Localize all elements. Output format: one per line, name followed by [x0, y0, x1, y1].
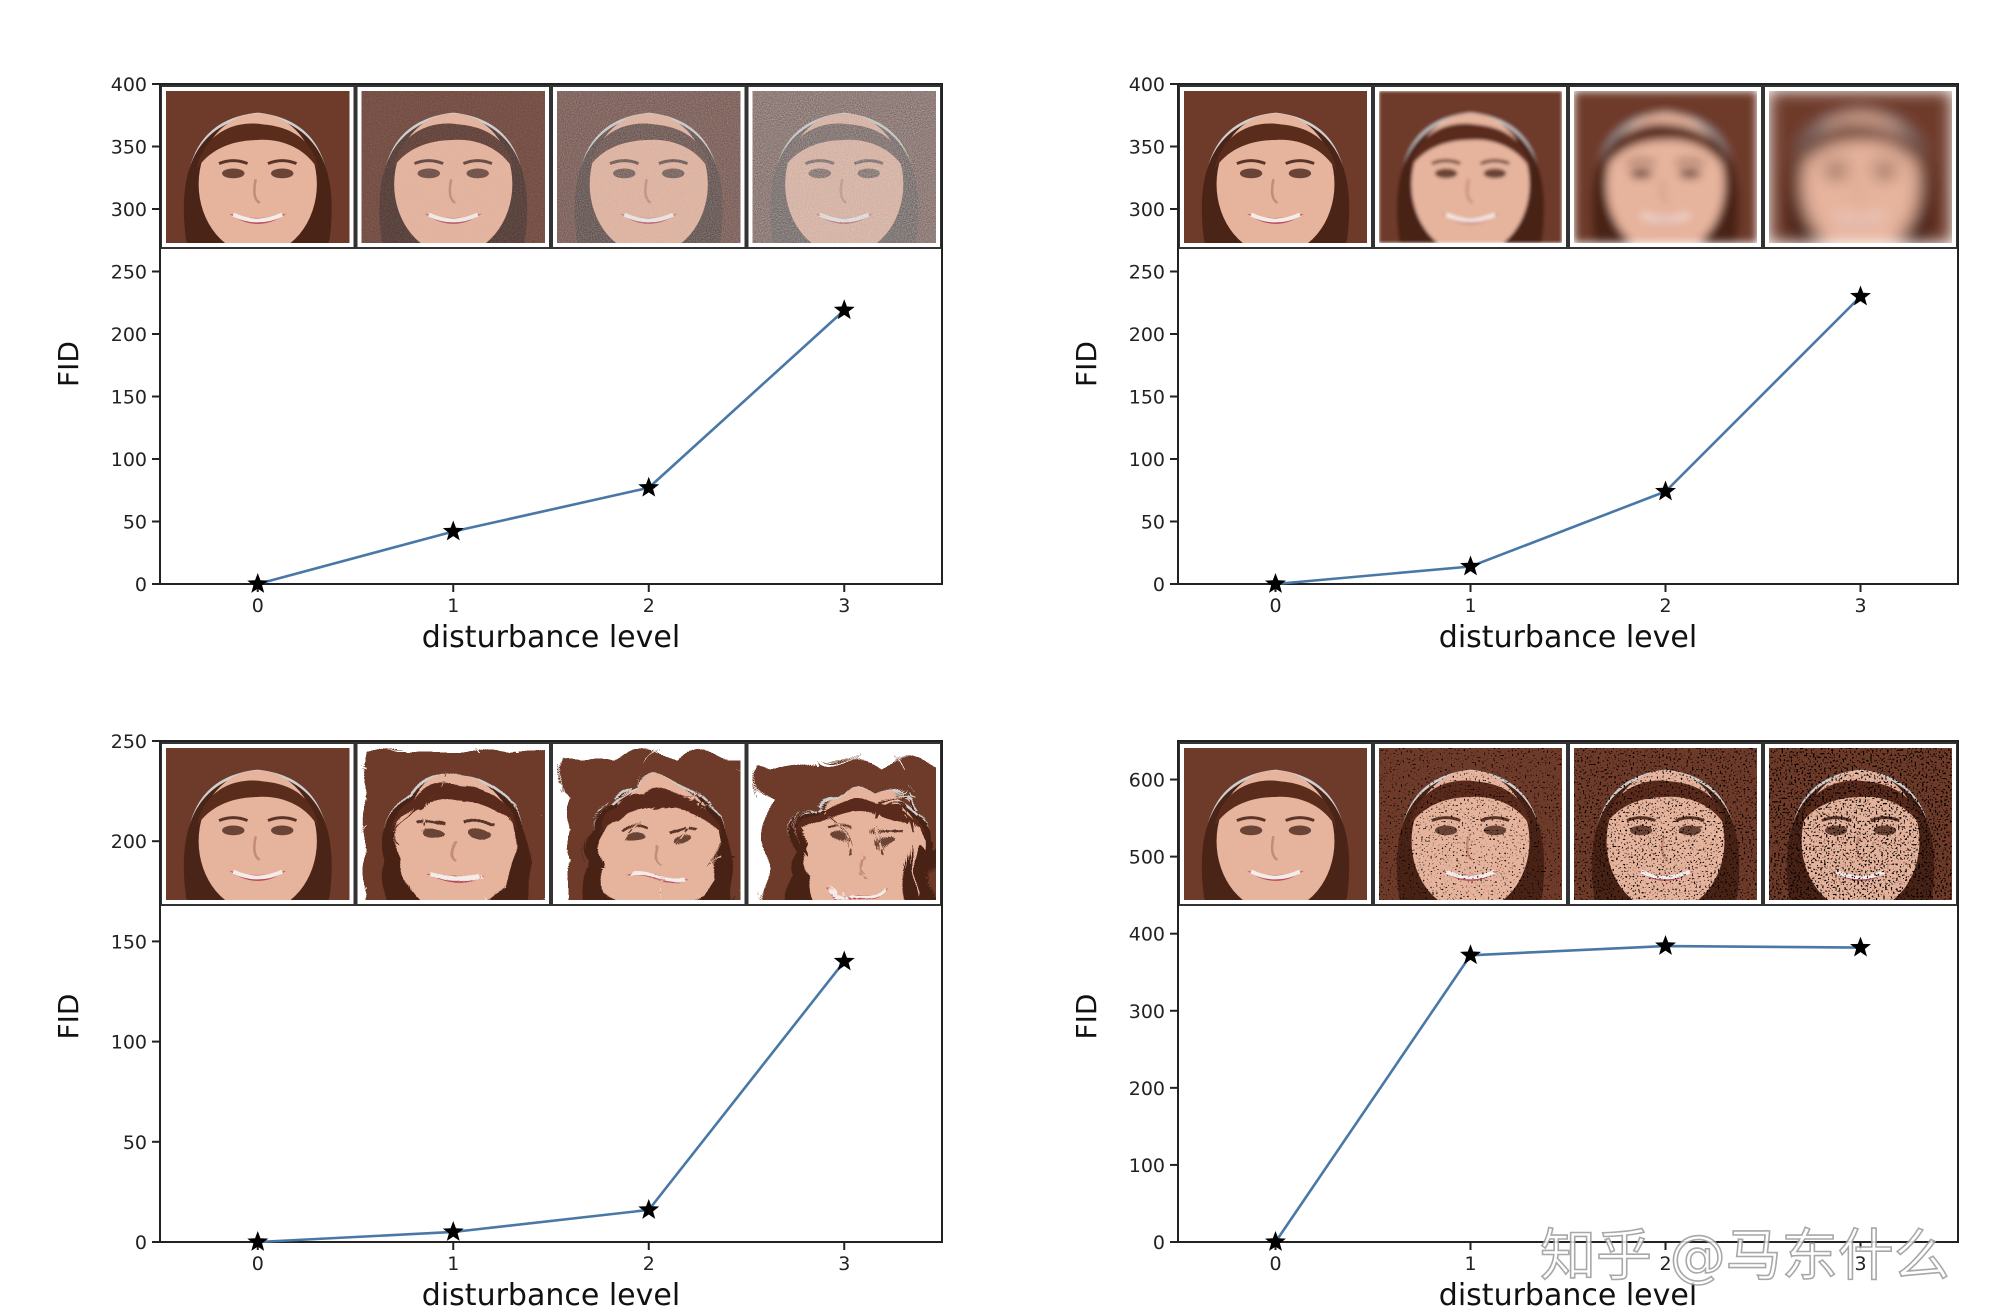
- star-marker: [247, 1231, 269, 1251]
- x-tick-label: 2: [1659, 1253, 1671, 1275]
- y-tick-label: 250: [111, 262, 147, 284]
- y-tick-label: 500: [1129, 847, 1165, 869]
- y-tick-label: 0: [135, 1232, 147, 1254]
- x-axis-label: disturbance level: [422, 1278, 680, 1313]
- x-tick-label: 2: [643, 595, 655, 617]
- star-marker: [1655, 935, 1676, 955]
- x-tick-label: 0: [1269, 595, 1281, 617]
- y-tick-label: 200: [111, 831, 147, 853]
- thumbnail-level-1: [355, 85, 551, 249]
- y-tick-label: 250: [111, 731, 147, 753]
- star-marker: [247, 573, 269, 593]
- star-marker: [1460, 555, 1481, 576]
- x-tick-label: 0: [252, 1253, 264, 1275]
- y-tick-label: 200: [1129, 1078, 1165, 1100]
- y-axis-label: FID: [52, 341, 85, 387]
- thumbnail-level-0: [160, 742, 356, 906]
- y-tick-label: 600: [1129, 770, 1165, 792]
- x-tick-label: 1: [447, 595, 459, 617]
- star-marker: [442, 1220, 464, 1241]
- series-line: [1274, 944, 1861, 1243]
- thumbnail-level-3: [1763, 85, 1958, 249]
- y-axis-label: FID: [1070, 994, 1103, 1040]
- x-tick-label: 1: [1464, 1253, 1476, 1275]
- star-marker: [1655, 480, 1676, 501]
- y-tick-label: 150: [111, 387, 147, 409]
- y-tick-label: 400: [111, 74, 147, 96]
- chart-panel-3: 0 50 100 150 200 250 0 1 2 3 disturbance level FID: [52, 731, 943, 1313]
- y-tick-label: 350: [1129, 137, 1165, 159]
- y-tick-label: 0: [1153, 1232, 1165, 1254]
- y-tick-label: 100: [1129, 449, 1165, 471]
- y-tick-label: 50: [1141, 512, 1165, 534]
- chart-panel-4: 0 100 200 300 400 500 600 0 1 2 3 disturbance level…: [1070, 740, 1959, 1313]
- x-tick-label: 2: [643, 1253, 655, 1275]
- star-marker: [833, 299, 855, 320]
- star-marker: [1265, 1231, 1286, 1251]
- y-tick-label: 0: [1153, 574, 1165, 596]
- x-axis-label: disturbance level: [422, 620, 680, 655]
- thumbnail-level-1: [1373, 85, 1568, 249]
- thumbnail-level-3: [1763, 742, 1958, 906]
- thumbnail-level-0: [1178, 85, 1373, 249]
- y-tick-label: 100: [111, 449, 147, 471]
- thumbnail-level-2: [1568, 85, 1763, 249]
- thumbnail-level-2: [1568, 742, 1763, 906]
- y-tick-label: 250: [1129, 262, 1165, 284]
- x-axis-label: disturbance level: [1439, 1278, 1697, 1313]
- thumbnail-level-0: [1178, 742, 1373, 906]
- star-marker: [1850, 936, 1871, 957]
- thumbnail-level-2: [551, 742, 747, 906]
- series-line: [257, 960, 846, 1244]
- star-marker: [442, 520, 464, 541]
- y-tick-label: 300: [1129, 1001, 1165, 1023]
- series-line: [1275, 295, 1862, 586]
- y-axis-label: FID: [1070, 341, 1103, 387]
- thumbnail-level-3: [746, 742, 942, 906]
- y-tick-label: 300: [1129, 199, 1165, 221]
- x-tick-label: 0: [252, 595, 264, 617]
- star-marker: [1460, 944, 1481, 965]
- thumbnail-level-1: [1373, 742, 1568, 906]
- thumbnail-level-3: [746, 85, 942, 249]
- axes-frame: [159, 740, 943, 1243]
- y-tick-label: 0: [135, 574, 147, 596]
- y-axis-label: FID: [52, 994, 85, 1040]
- thumbnail-level-0: [160, 85, 356, 249]
- chart-panel-1: 0 50 100 150 200 250 300 350 400 0 1 2 3 disturbance …: [52, 74, 943, 655]
- y-tick-label: 200: [111, 324, 147, 346]
- star-marker: [638, 1198, 660, 1219]
- series-line: [257, 309, 846, 586]
- x-tick-label: 3: [1854, 595, 1866, 617]
- y-tick-label: 100: [111, 1032, 147, 1054]
- y-tick-label: 150: [1129, 387, 1165, 409]
- star-marker: [1265, 573, 1286, 593]
- x-tick-label: 1: [1464, 595, 1476, 617]
- y-tick-label: 400: [1129, 74, 1165, 96]
- watermark: 知乎 @马东什么: [1540, 1224, 1950, 1289]
- y-tick-label: 50: [123, 512, 147, 534]
- x-axis-label: disturbance level: [1439, 620, 1697, 655]
- thumbnail-level-2: [551, 85, 747, 249]
- y-tick-label: 100: [1129, 1155, 1165, 1177]
- y-tick-label: 300: [111, 199, 147, 221]
- x-tick-label: 3: [838, 595, 850, 617]
- x-tick-label: 1: [447, 1253, 459, 1275]
- chart-panel-2: 0 50 100 150 200 250 300 350 400 0 1 2 3 disturbance …: [1070, 74, 1959, 655]
- y-tick-label: 200: [1129, 324, 1165, 346]
- axes-frame: [1177, 740, 1959, 1243]
- star-marker: [1850, 285, 1871, 306]
- x-tick-label: 3: [1854, 1253, 1866, 1275]
- star-marker: [638, 476, 660, 497]
- x-tick-label: 0: [1269, 1253, 1281, 1275]
- x-tick-label: 3: [838, 1253, 850, 1275]
- thumbnail-level-1: [355, 742, 551, 906]
- y-tick-label: 350: [111, 137, 147, 159]
- y-tick-label: 400: [1129, 924, 1165, 946]
- y-tick-label: 50: [123, 1132, 147, 1154]
- y-tick-label: 150: [111, 931, 147, 953]
- x-tick-label: 2: [1659, 595, 1671, 617]
- star-marker: [833, 950, 855, 971]
